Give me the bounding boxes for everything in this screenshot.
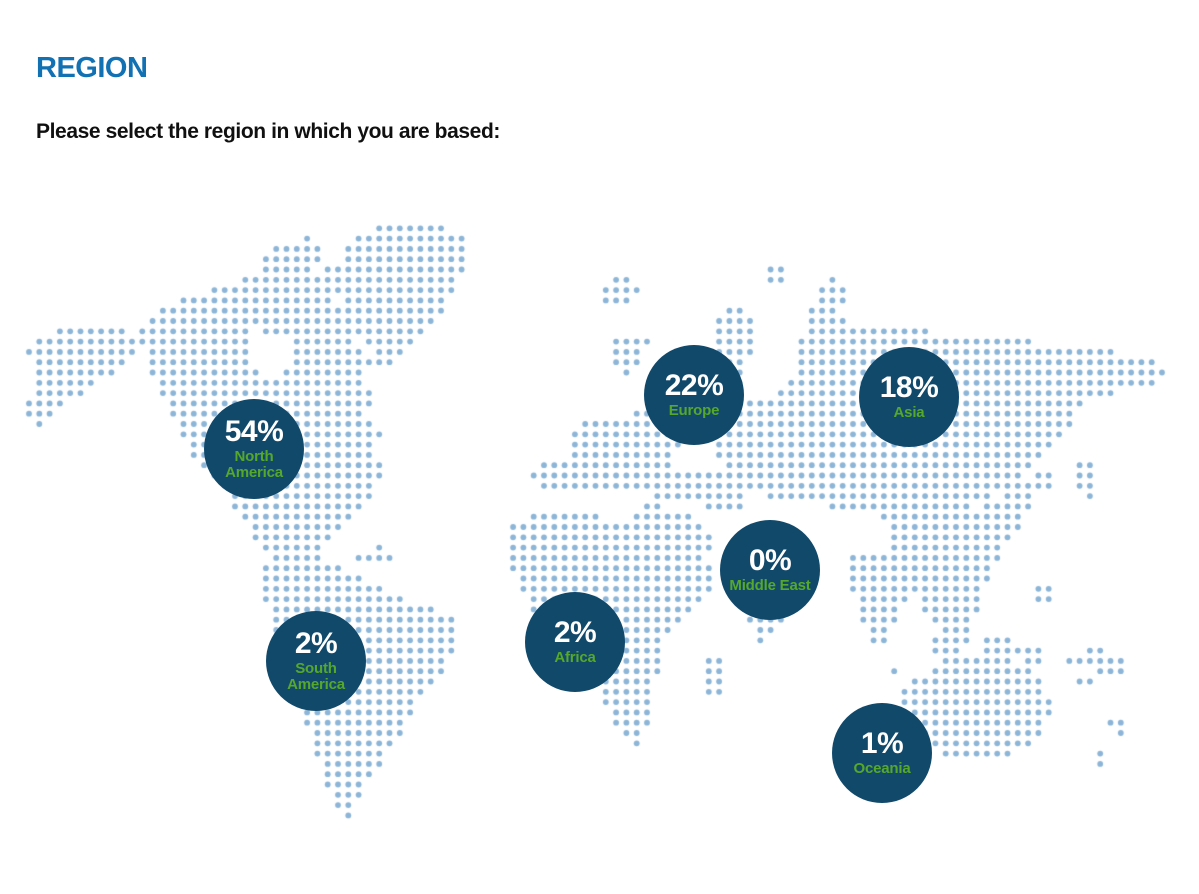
- region-percent-south-america: 2%: [294, 627, 338, 660]
- region-label-north-america: North America: [225, 448, 283, 481]
- region-label-oceania: Oceania: [853, 760, 911, 777]
- region-badge-europe[interactable]: 22% Europe: [644, 345, 744, 445]
- region-label-middle-east: Middle East: [729, 577, 811, 594]
- region-badge-north-america[interactable]: 54% North America: [204, 399, 304, 499]
- region-badge-asia[interactable]: 18% Asia: [859, 347, 959, 447]
- question-text: Please select the region in which you ar…: [36, 120, 500, 143]
- region-badge-oceania[interactable]: 1% Oceania: [832, 703, 932, 803]
- region-percent-middle-east: 0%: [748, 544, 792, 577]
- page-header: REGION: [36, 52, 148, 85]
- region-badge-south-america[interactable]: 2% South America: [266, 611, 366, 711]
- page-title: REGION: [36, 52, 148, 84]
- region-percent-asia: 18%: [879, 371, 939, 404]
- region-percent-north-america: 54%: [224, 415, 284, 448]
- region-label-europe: Europe: [668, 402, 720, 419]
- region-badge-middle-east[interactable]: 0% Middle East: [720, 520, 820, 620]
- region-label-asia: Asia: [893, 404, 925, 421]
- region-label-africa: Africa: [554, 649, 596, 666]
- region-percent-europe: 22%: [664, 369, 724, 402]
- region-percent-africa: 2%: [553, 616, 597, 649]
- region-badge-africa[interactable]: 2% Africa: [525, 592, 625, 692]
- region-label-south-america: South America: [287, 660, 345, 693]
- region-percent-oceania: 1%: [860, 727, 904, 760]
